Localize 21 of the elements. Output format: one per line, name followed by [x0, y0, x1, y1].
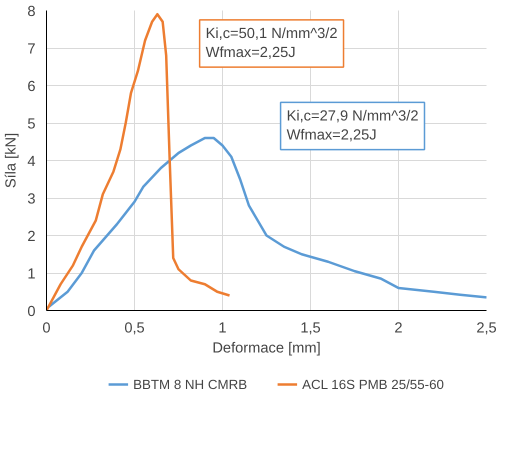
x-tick-label: 1,5: [300, 320, 321, 336]
annotation: Ki,c=50,1 N/mm^3/2 Wfmax=2,25J: [206, 26, 338, 62]
y-tick-label: 8: [27, 4, 36, 20]
y-tick-label: 4: [27, 154, 36, 170]
y-tick-label: 1: [27, 266, 36, 282]
x-axis-title: Deformace [mm]: [212, 340, 321, 356]
y-tick-label: 2: [27, 229, 36, 245]
x-tick-label: 1: [218, 320, 227, 336]
annotation: Ki,c=27,9 N/mm^3/2 Wfmax=2,25J: [286, 108, 418, 144]
x-tick-label: 0,5: [124, 320, 145, 336]
y-tick-label: 3: [27, 192, 36, 208]
legend-label: BBTM 8 NH CMRB: [133, 376, 248, 392]
y-tick-label: 6: [27, 79, 36, 95]
y-tick-label: 0: [27, 304, 36, 320]
x-tick-label: 0: [42, 320, 51, 336]
y-axis-title: Síla [kN]: [3, 132, 20, 188]
x-tick-label: 2: [394, 320, 403, 336]
legend-label: ACL 16S PMB 25/55-60: [302, 376, 444, 392]
y-tick-label: 7: [27, 42, 36, 58]
x-tick-label: 2,5: [476, 320, 497, 336]
y-tick-label: 5: [27, 116, 36, 132]
